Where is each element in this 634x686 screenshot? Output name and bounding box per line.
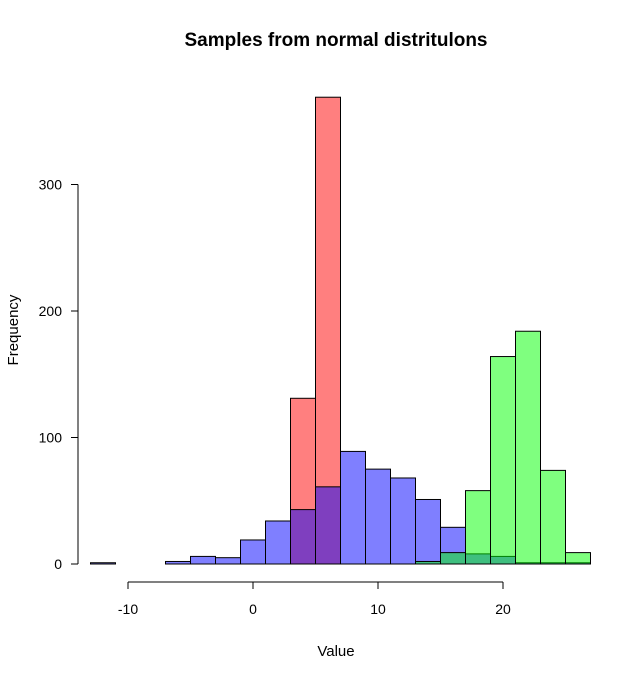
- bars-layer: [90, 96, 591, 565]
- bar-green-4: [515, 330, 541, 565]
- series-red: [290, 96, 341, 565]
- bar-blue-9: [315, 486, 341, 565]
- bar-blue-3: [165, 560, 191, 565]
- bar-green-1: [440, 552, 466, 565]
- bar-blue-11: [365, 468, 391, 565]
- y-tick-label-0: 0: [54, 556, 62, 572]
- chart-title: Samples from normal distritulons: [185, 30, 488, 51]
- bar-blue-7: [265, 520, 291, 565]
- x-tick-label-1: 0: [249, 601, 257, 617]
- bar-blue-12: [390, 477, 416, 565]
- x-axis-title: Value: [317, 643, 354, 660]
- bar-green-2: [465, 490, 491, 565]
- y-tick-label-3: 300: [39, 177, 63, 193]
- bar-green-6: [565, 552, 591, 565]
- bar-blue-4: [190, 555, 216, 565]
- y-axis: 0 100 200 300: [39, 177, 79, 572]
- bar-red-1: [315, 96, 341, 565]
- bar-green-0: [415, 560, 441, 565]
- bar-blue-8: [290, 509, 316, 565]
- x-axis: -10 0 10 20: [118, 581, 511, 617]
- y-axis-title: Frequency: [5, 294, 22, 365]
- bar-blue-10: [340, 450, 366, 565]
- x-tick-label-2: 10: [370, 601, 386, 617]
- bar-green-5: [540, 469, 566, 565]
- series-green: [415, 330, 591, 565]
- y-tick-label-1: 100: [39, 430, 63, 446]
- x-tick-label-3: 20: [495, 601, 511, 617]
- x-tick-label-0: -10: [118, 601, 138, 617]
- bar-green-3: [490, 356, 516, 565]
- bar-blue-6: [240, 539, 266, 565]
- bar-blue-13: [415, 498, 441, 565]
- bar-blue-0: [90, 562, 116, 565]
- y-tick-label-2: 200: [39, 303, 63, 319]
- series-blue: [90, 450, 591, 565]
- bar-blue-5: [215, 557, 241, 565]
